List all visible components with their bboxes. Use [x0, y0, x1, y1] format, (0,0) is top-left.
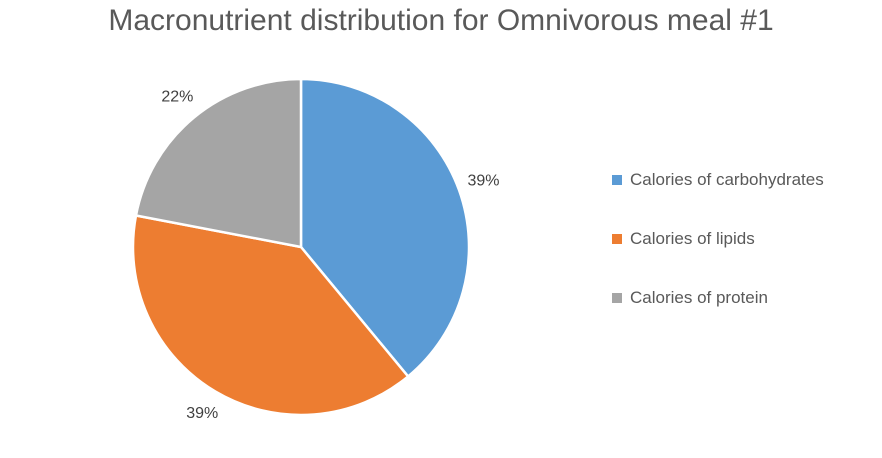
data-label-lipids: 39% — [186, 405, 218, 422]
data-label-carbohydrates: 39% — [468, 173, 500, 190]
legend-label: Calories of lipids — [630, 228, 755, 248]
pie-slice-carbohydrates — [299, 77, 471, 378]
pie-slice-protein — [134, 77, 303, 249]
legend-item-protein: Calories of protein — [612, 268, 824, 327]
pie-slice-lipids — [131, 214, 410, 417]
legend-item-carbohydrates: Calories of carbohydrates — [612, 150, 824, 209]
legend-swatch — [612, 233, 622, 244]
legend-swatch — [612, 174, 622, 185]
data-label-protein: 22% — [161, 89, 193, 106]
legend: Calories of carbohydrates Calories of li… — [612, 150, 824, 327]
chart-title: Macronutrient distribution for Omnivorou… — [108, 4, 774, 37]
legend-swatch — [612, 292, 622, 303]
legend-label: Calories of carbohydrates — [630, 169, 824, 189]
legend-label: Calories of protein — [630, 287, 768, 307]
legend-item-lipids: Calories of lipids — [612, 209, 824, 268]
